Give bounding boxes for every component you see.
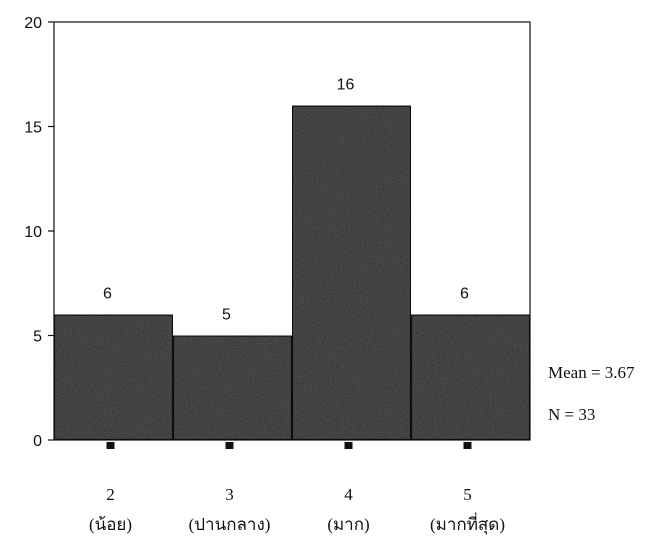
x-axis: 2 (น้อย) 3 (ปานกลาง) 4 (มาก) 5 (มากที่สุด) [89,442,505,535]
bar-value-label: 5 [222,307,231,324]
x-category-label: 3 [225,485,234,504]
x-tick-mark [464,442,472,449]
bar-value-label: 6 [103,286,112,303]
x-category-label: 2 [106,485,115,504]
x-category-sublabel: (ปานกลาง) [189,515,271,534]
bar-value-label: 6 [460,286,469,303]
bar-labels: 6 5 16 6 [103,77,469,324]
y-tick-label: 0 [33,433,42,450]
x-tick-mark [345,442,353,449]
y-axis: 0 5 10 15 20 [24,15,54,450]
x-category-sublabel: (น้อย) [89,515,132,534]
bar-5 [411,315,530,440]
y-tick-label: 5 [33,329,42,346]
x-category-label: 5 [463,485,472,504]
mean-annotation: Mean = 3.67 [548,363,635,382]
x-category-sublabel: (มากที่สุด) [430,512,505,535]
x-category-sublabel: (มาก) [327,515,369,534]
bar-4 [292,106,411,440]
bar-value-label: 16 [337,77,355,94]
y-tick-label: 20 [24,15,42,32]
x-tick-mark [226,442,234,449]
bars [54,106,530,440]
y-tick-label: 15 [24,120,42,137]
bar-3 [173,336,292,441]
bar-2 [54,315,173,440]
y-tick-label: 10 [24,224,42,241]
x-tick-mark [107,442,115,449]
x-category-label: 4 [344,485,353,504]
n-annotation: N = 33 [548,405,595,424]
